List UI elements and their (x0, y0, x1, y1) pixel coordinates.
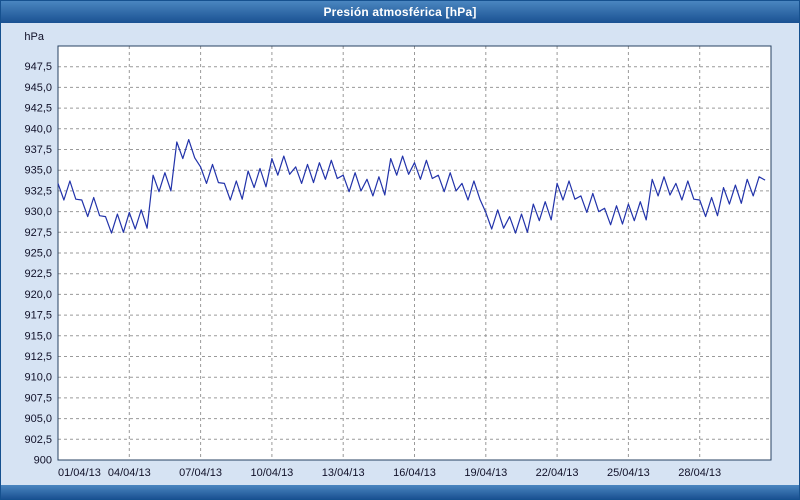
svg-text:hPa: hPa (24, 31, 44, 43)
svg-text:04/04/13: 04/04/13 (108, 467, 151, 479)
svg-text:930,0: 930,0 (24, 206, 52, 218)
svg-text:927,5: 927,5 (24, 227, 52, 239)
title-bar: Presión atmosférica [hPa] (1, 1, 799, 23)
svg-text:937,5: 937,5 (24, 144, 52, 156)
chart-title: Presión atmosférica [hPa] (323, 5, 477, 19)
svg-text:01/04/13: 01/04/13 (58, 467, 101, 479)
svg-text:910,0: 910,0 (24, 372, 52, 384)
svg-text:22/04/13: 22/04/13 (536, 467, 579, 479)
svg-text:920,0: 920,0 (24, 289, 52, 301)
svg-text:902,5: 902,5 (24, 434, 52, 446)
svg-text:13/04/13: 13/04/13 (322, 467, 365, 479)
svg-text:925,0: 925,0 (24, 248, 52, 260)
svg-text:917,5: 917,5 (24, 310, 52, 322)
svg-text:912,5: 912,5 (24, 351, 52, 363)
svg-text:940,0: 940,0 (24, 123, 52, 135)
bottom-bar (1, 485, 799, 499)
svg-text:07/04/13: 07/04/13 (179, 467, 222, 479)
svg-text:16/04/13: 16/04/13 (393, 467, 436, 479)
svg-text:915,0: 915,0 (24, 330, 52, 342)
svg-text:935,0: 935,0 (24, 165, 52, 177)
svg-text:907,5: 907,5 (24, 392, 52, 404)
svg-text:942,5: 942,5 (24, 103, 52, 115)
svg-text:25/04/13: 25/04/13 (607, 467, 650, 479)
svg-text:945,0: 945,0 (24, 82, 52, 94)
svg-text:947,5: 947,5 (24, 61, 52, 73)
svg-text:900: 900 (34, 455, 52, 467)
svg-text:905,0: 905,0 (24, 413, 52, 425)
svg-text:10/04/13: 10/04/13 (250, 467, 293, 479)
svg-text:922,5: 922,5 (24, 268, 52, 280)
svg-text:28/04/13: 28/04/13 (678, 467, 721, 479)
svg-text:19/04/13: 19/04/13 (464, 467, 507, 479)
svg-text:932,5: 932,5 (24, 185, 52, 197)
